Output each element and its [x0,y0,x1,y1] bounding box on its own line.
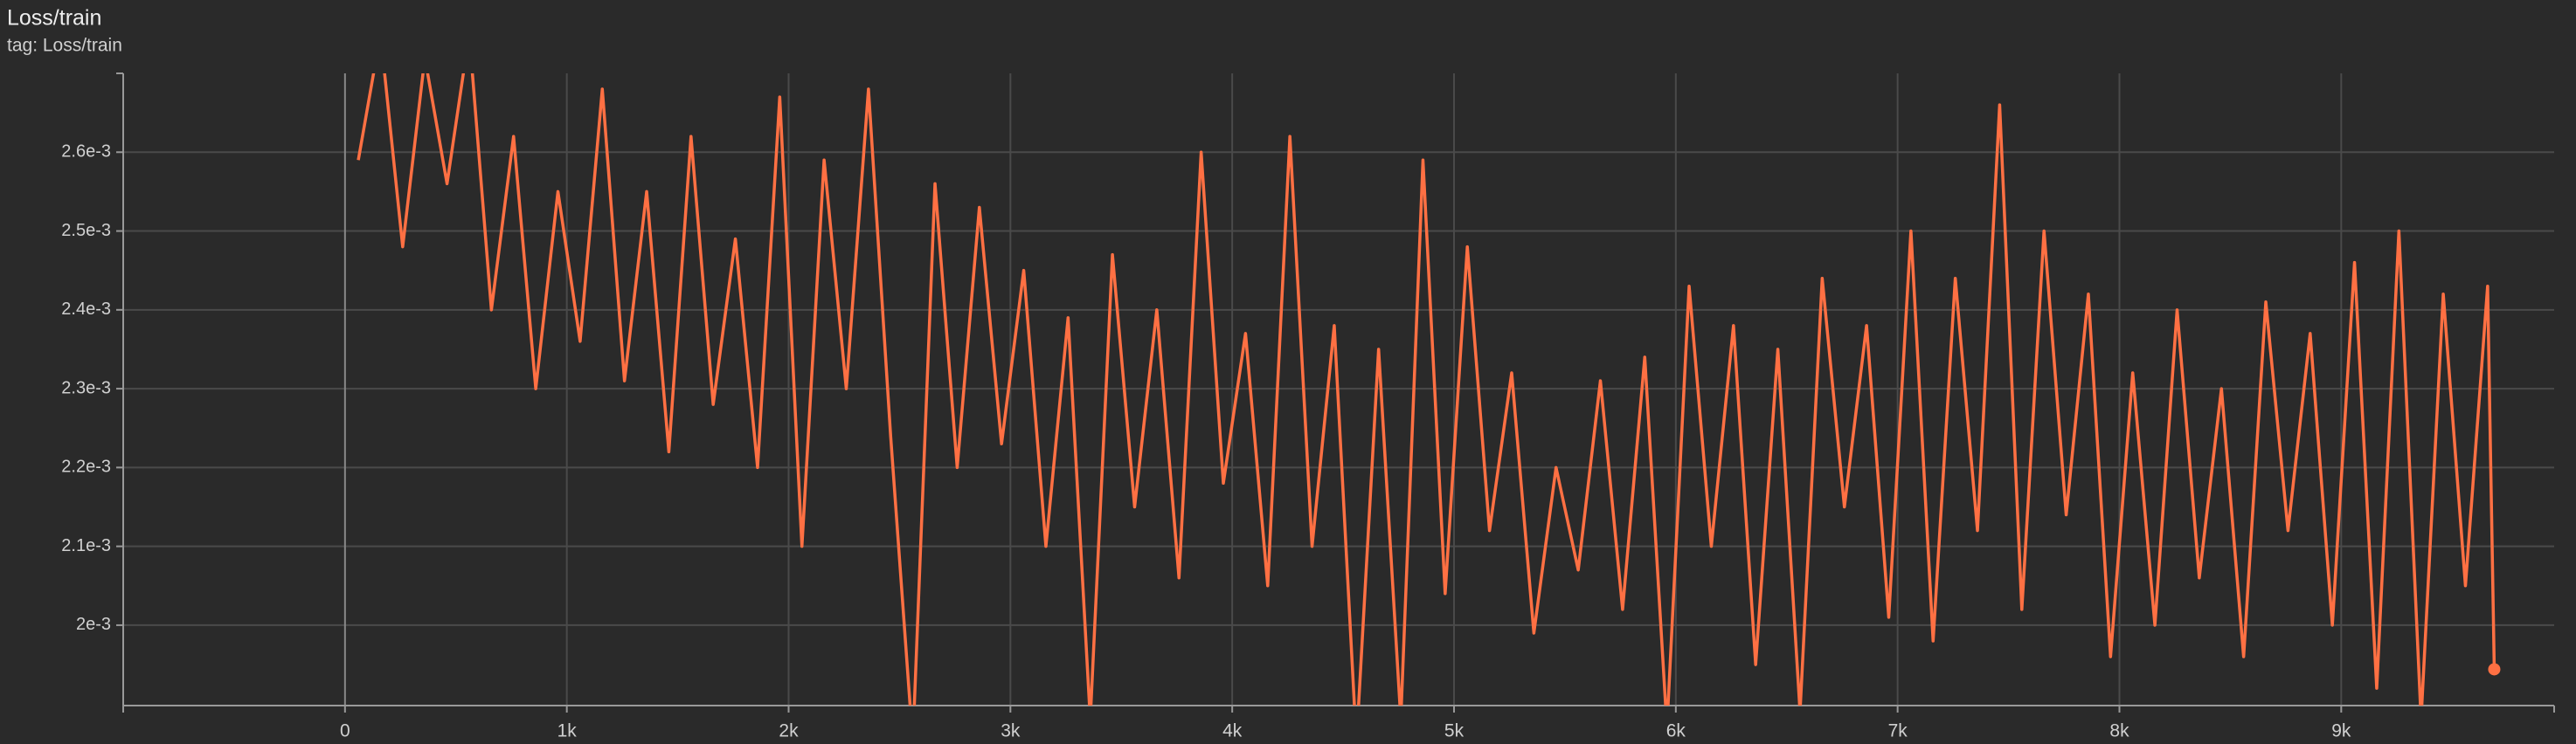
chart-subtitle: tag: Loss/train [7,36,122,56]
x-tick-label: 4k [1222,721,1243,741]
y-tick-label: 2.1e-3 [61,536,111,555]
chart-title: Loss/train [7,6,101,31]
x-tick-label: 6k [1666,721,1686,741]
y-tick-label: 2.2e-3 [61,458,111,477]
end-point [2488,663,2501,676]
x-tick-label: 2k [779,721,799,741]
x-tick-label: 0 [340,721,350,741]
plot-area [357,73,2501,706]
x-tick-label: 1k [557,721,578,741]
y-tick-label: 2.4e-3 [61,300,111,319]
x-tick-label: 9k [2331,721,2351,741]
x-tick-label: 8k [2109,721,2129,741]
y-tick-label: 2e-3 [76,615,111,634]
x-tick-label: 3k [1001,721,1021,741]
x-tick-label: 5k [1444,721,1465,741]
x-tick-label: 7k [1888,721,1908,741]
y-tick-label: 2.6e-3 [61,142,111,162]
y-tick-label: 2.3e-3 [61,378,111,397]
y-tick-label: 2.5e-3 [61,221,111,240]
line [357,73,2496,706]
